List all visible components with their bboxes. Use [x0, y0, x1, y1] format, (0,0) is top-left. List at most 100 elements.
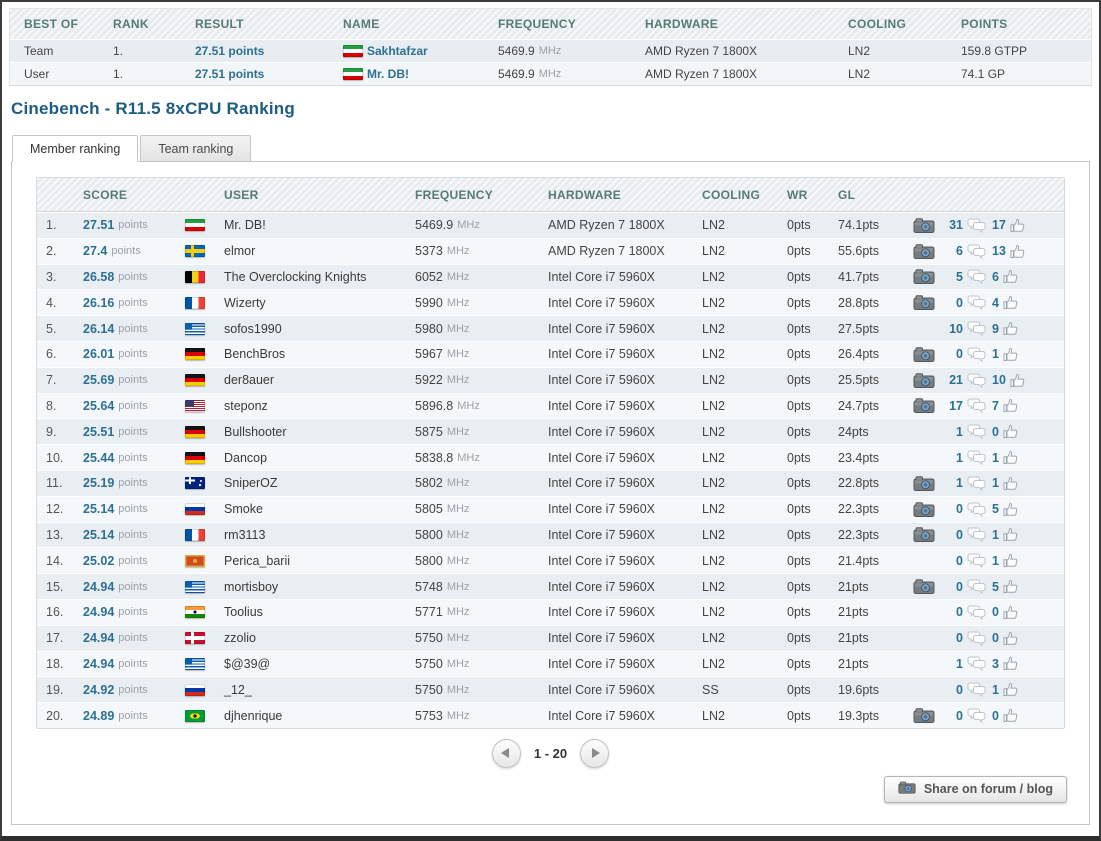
user-link[interactable]: Mr. DB!	[224, 218, 266, 233]
speech-bubbles-icon[interactable]	[967, 347, 986, 362]
thumbs-up-icon[interactable]	[1003, 708, 1018, 723]
like-count[interactable]: 5	[992, 579, 999, 594]
like-count[interactable]: 1	[992, 347, 999, 362]
pagination-next-button[interactable]	[580, 738, 610, 768]
user-link[interactable]: rm3113	[224, 527, 266, 542]
comment-count[interactable]: 0	[956, 553, 963, 568]
comment-count[interactable]: 17	[949, 398, 963, 413]
like-count[interactable]: 1	[992, 450, 999, 465]
speech-bubbles-icon[interactable]	[967, 295, 986, 311]
thumbs-up-icon[interactable]	[1010, 244, 1025, 259]
like-count[interactable]: 10	[992, 373, 1006, 388]
comment-count[interactable]: 10	[949, 321, 963, 336]
thumbs-up-icon[interactable]	[1003, 476, 1018, 491]
like-count[interactable]: 17	[992, 218, 1006, 233]
thumbs-up-icon[interactable]	[1003, 502, 1018, 517]
user-link[interactable]: $@39@	[224, 656, 271, 671]
comment-count[interactable]: 0	[956, 631, 963, 646]
comment-count[interactable]: 1	[956, 450, 963, 465]
speech-bubbles-icon[interactable]	[967, 502, 986, 517]
best-of-name-link[interactable]: Mr. DB!	[367, 67, 409, 81]
comment-count[interactable]: 5	[956, 269, 963, 284]
thumbs-up-icon[interactable]	[1003, 682, 1018, 697]
thumbs-up-icon[interactable]	[1003, 295, 1018, 310]
speech-bubbles-icon[interactable]	[967, 476, 986, 491]
thumbs-up-icon[interactable]	[1003, 579, 1018, 594]
score-link[interactable]: 25.64	[83, 398, 115, 413]
score-link[interactable]: 25.14	[83, 502, 115, 517]
thumbs-up-icon[interactable]	[1010, 218, 1025, 233]
comment-count[interactable]: 21	[949, 373, 963, 388]
score-link[interactable]: 24.94	[83, 656, 115, 671]
comment-count[interactable]: 1	[956, 476, 963, 491]
share-button[interactable]: Share on forum / blog	[883, 775, 1067, 803]
user-link[interactable]: mortisboy	[224, 579, 279, 594]
speech-bubbles-icon[interactable]	[967, 682, 986, 698]
thumbs-up-icon[interactable]	[1010, 373, 1025, 388]
user-link[interactable]: der8auer	[224, 373, 275, 388]
best-of-name-link[interactable]: Sakhtafzar	[367, 44, 428, 58]
best-of-result-link[interactable]: 27.51 points	[195, 44, 265, 58]
user-link[interactable]: zzolio	[224, 631, 256, 646]
score-link[interactable]: 27.4	[83, 244, 108, 259]
like-count[interactable]: 1	[992, 682, 999, 697]
camera-icon[interactable]	[913, 708, 935, 724]
speech-bubbles-icon[interactable]	[967, 553, 986, 569]
comment-count[interactable]: 0	[956, 347, 963, 362]
camera-icon[interactable]	[913, 579, 935, 595]
thumbs-up-icon[interactable]	[1003, 527, 1018, 542]
user-link[interactable]: The Overclocking Knights	[224, 269, 367, 284]
thumbs-up-icon[interactable]	[1003, 553, 1018, 568]
tab-member-ranking[interactable]: Member ranking	[12, 135, 139, 162]
score-link[interactable]: 27.51	[83, 218, 115, 233]
comment-count[interactable]: 31	[949, 218, 963, 233]
user-link[interactable]: SniperOZ	[224, 476, 278, 491]
camera-icon[interactable]	[913, 295, 935, 311]
user-link[interactable]: sofos1990	[224, 321, 282, 336]
camera-icon[interactable]	[913, 398, 935, 414]
like-count[interactable]: 7	[992, 398, 999, 413]
camera-icon[interactable]	[913, 501, 935, 517]
speech-bubbles-icon[interactable]	[967, 373, 986, 388]
speech-bubbles-icon[interactable]	[967, 708, 986, 724]
best-of-result-link[interactable]: 27.51 points	[195, 67, 265, 81]
score-link[interactable]: 26.01	[83, 347, 115, 362]
speech-bubbles-icon[interactable]	[967, 269, 986, 285]
thumbs-up-icon[interactable]	[1003, 347, 1018, 362]
score-link[interactable]: 24.94	[83, 605, 115, 620]
like-count[interactable]: 5	[992, 502, 999, 517]
like-count[interactable]: 6	[992, 269, 999, 284]
speech-bubbles-icon[interactable]	[967, 527, 986, 543]
thumbs-up-icon[interactable]	[1003, 631, 1018, 646]
speech-bubbles-icon[interactable]	[967, 605, 986, 620]
like-count[interactable]: 1	[992, 553, 999, 568]
speech-bubbles-icon[interactable]	[967, 631, 986, 646]
score-link[interactable]: 25.19	[83, 476, 115, 491]
speech-bubbles-icon[interactable]	[967, 218, 986, 233]
score-link[interactable]: 24.94	[83, 579, 115, 594]
score-link[interactable]: 25.14	[83, 527, 115, 542]
user-link[interactable]: Bullshooter	[224, 424, 287, 439]
user-link[interactable]: BenchBros	[224, 347, 286, 362]
score-link[interactable]: 24.94	[83, 631, 115, 646]
user-link[interactable]: steponz	[224, 398, 268, 413]
score-link[interactable]: 26.16	[83, 295, 115, 310]
like-count[interactable]: 3	[992, 656, 999, 671]
comment-count[interactable]: 0	[956, 579, 963, 594]
like-count[interactable]: 0	[992, 605, 999, 620]
thumbs-up-icon[interactable]	[1003, 656, 1018, 671]
like-count[interactable]: 9	[992, 321, 999, 336]
like-count[interactable]: 0	[992, 424, 999, 439]
speech-bubbles-icon[interactable]	[967, 450, 986, 466]
like-count[interactable]: 4	[992, 295, 999, 310]
score-link[interactable]: 26.58	[83, 269, 115, 284]
user-link[interactable]: elmor	[224, 244, 256, 259]
like-count[interactable]: 1	[992, 527, 999, 542]
tab-team-ranking[interactable]: Team ranking	[140, 135, 252, 162]
user-link[interactable]: Smoke	[224, 502, 263, 517]
comment-count[interactable]: 1	[956, 424, 963, 439]
score-link[interactable]: 25.51	[83, 424, 115, 439]
score-link[interactable]: 24.92	[83, 682, 115, 697]
like-count[interactable]: 1	[992, 476, 999, 491]
thumbs-up-icon[interactable]	[1003, 424, 1018, 439]
